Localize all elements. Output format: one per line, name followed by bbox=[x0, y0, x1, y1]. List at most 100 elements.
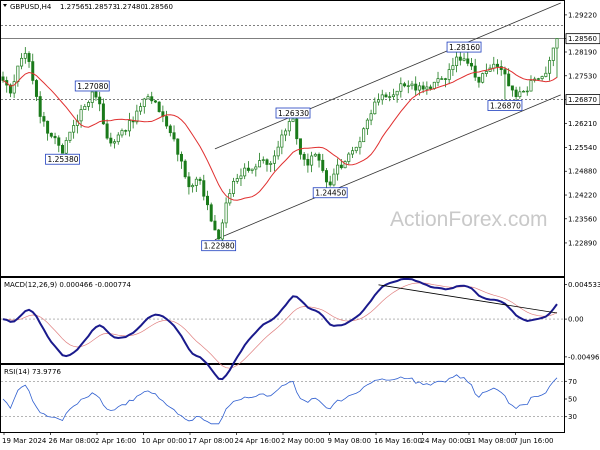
candle bbox=[443, 77, 447, 88]
candle bbox=[68, 131, 72, 143]
candle-body bbox=[347, 153, 351, 162]
candle-body bbox=[72, 125, 76, 133]
candle bbox=[124, 129, 128, 136]
macd-tick-label: -0.00496 bbox=[568, 353, 600, 361]
candle bbox=[284, 128, 288, 142]
candle bbox=[496, 59, 500, 75]
candle bbox=[194, 176, 198, 192]
candle-body bbox=[455, 56, 459, 67]
candle-body bbox=[481, 73, 485, 83]
candle-body bbox=[507, 73, 511, 87]
candle-body bbox=[176, 138, 180, 155]
candle-body bbox=[443, 78, 447, 80]
candle-body bbox=[20, 57, 24, 67]
candle-body bbox=[224, 202, 228, 224]
candle-body bbox=[425, 86, 429, 90]
candle bbox=[291, 118, 295, 123]
time-tick-label: 7 Jun 16:00 bbox=[514, 437, 554, 445]
candle-body bbox=[380, 94, 384, 101]
candle-body bbox=[548, 60, 552, 74]
annotation-1.26870: 1.26870 bbox=[487, 100, 523, 111]
candle bbox=[150, 91, 154, 104]
annotation-box bbox=[446, 41, 482, 53]
candle-body bbox=[120, 130, 124, 136]
candle-body bbox=[135, 110, 139, 123]
candle bbox=[83, 103, 87, 110]
candle-body bbox=[328, 181, 332, 186]
candle-body bbox=[206, 195, 209, 206]
candle-body bbox=[414, 83, 418, 91]
candle bbox=[399, 77, 403, 98]
candle bbox=[555, 38, 559, 78]
price-tick-label: 1.24220 bbox=[568, 192, 597, 200]
candle bbox=[12, 74, 16, 98]
candle-body bbox=[484, 71, 488, 74]
candle bbox=[462, 53, 466, 62]
candle bbox=[354, 146, 358, 154]
candle bbox=[466, 52, 470, 67]
candle bbox=[31, 53, 35, 85]
candle-body bbox=[139, 106, 143, 112]
candle-body bbox=[287, 121, 291, 132]
candle bbox=[406, 80, 410, 94]
candle-body bbox=[31, 61, 35, 81]
price-tick-label: 1.25540 bbox=[568, 144, 597, 152]
candle-body bbox=[373, 101, 377, 115]
chart-symbol: GBPUSD,H4 bbox=[10, 3, 52, 11]
candle bbox=[34, 78, 38, 102]
candle-body bbox=[46, 120, 50, 134]
candle-body bbox=[306, 158, 310, 166]
candle bbox=[287, 116, 291, 136]
candle-body bbox=[34, 80, 38, 97]
candle bbox=[436, 71, 440, 87]
candle-body bbox=[295, 118, 299, 140]
ohlc-high: 1.28573 bbox=[88, 3, 117, 11]
candle-body bbox=[514, 89, 518, 98]
candle-body bbox=[522, 90, 526, 93]
price-tick-label: 1.27530 bbox=[568, 72, 597, 80]
candle-body bbox=[317, 153, 321, 161]
candle bbox=[380, 89, 384, 105]
candle bbox=[525, 86, 529, 96]
candle bbox=[410, 80, 414, 90]
candle-body bbox=[410, 83, 414, 87]
candle bbox=[336, 158, 340, 181]
candle-body bbox=[551, 47, 555, 61]
candle bbox=[377, 93, 381, 106]
price-tick-label: 1.28560 bbox=[568, 35, 597, 43]
candle bbox=[57, 135, 61, 153]
candle bbox=[90, 91, 94, 108]
candle-body bbox=[451, 65, 455, 70]
candle bbox=[544, 66, 548, 78]
annotation-label: 1.28160 bbox=[449, 43, 480, 52]
candle-body bbox=[391, 94, 395, 98]
candle-body bbox=[79, 109, 83, 122]
candle-body bbox=[38, 96, 42, 117]
candle bbox=[440, 76, 444, 80]
candle-body bbox=[142, 98, 146, 107]
candle-body bbox=[384, 94, 388, 98]
candle bbox=[522, 90, 526, 93]
price-tick-label: 1.29220 bbox=[568, 11, 597, 19]
candle-body bbox=[94, 91, 98, 98]
candle-body bbox=[417, 85, 421, 91]
candle-body bbox=[358, 141, 362, 148]
candle bbox=[157, 101, 161, 113]
candle-body bbox=[388, 96, 392, 98]
candle-body bbox=[90, 91, 94, 103]
candle bbox=[414, 76, 418, 96]
candle bbox=[261, 156, 265, 164]
candle-body bbox=[258, 160, 262, 168]
candle bbox=[179, 151, 183, 169]
candle-body bbox=[280, 134, 284, 148]
candle-body bbox=[87, 102, 91, 107]
candle bbox=[224, 197, 228, 228]
candle bbox=[113, 139, 117, 149]
time-tick-label: 9 May 08:00 bbox=[328, 437, 372, 445]
candle-body bbox=[179, 153, 183, 162]
candle-body bbox=[27, 53, 31, 62]
candle bbox=[38, 91, 42, 124]
candle-body bbox=[276, 146, 280, 157]
candle bbox=[198, 176, 202, 185]
candle bbox=[250, 168, 254, 174]
